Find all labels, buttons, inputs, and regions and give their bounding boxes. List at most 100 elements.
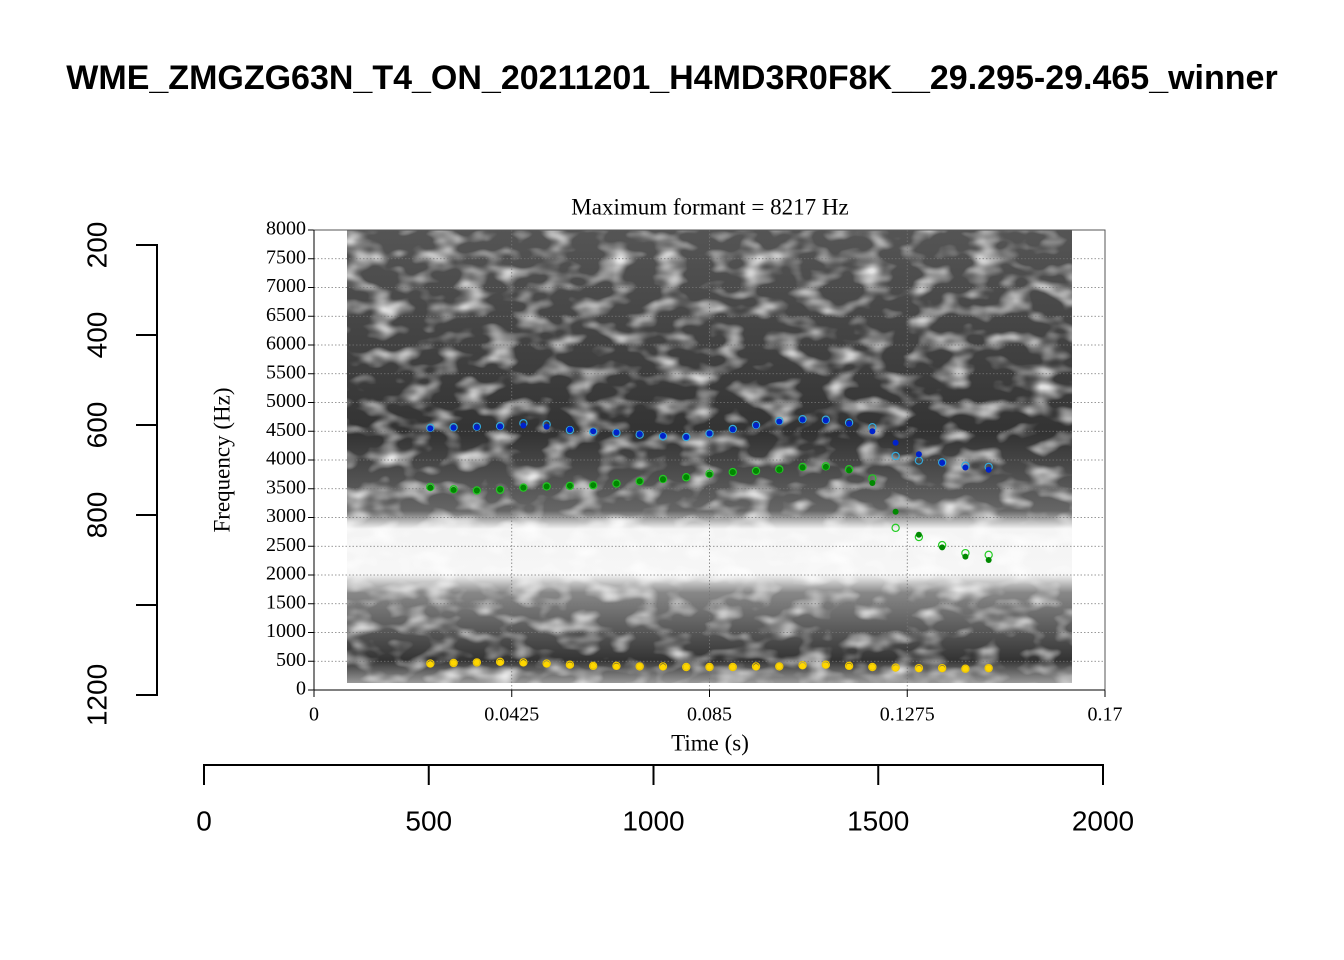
formant-point — [636, 663, 643, 670]
formant-point — [426, 482, 435, 492]
formant-point — [705, 469, 714, 478]
formant-point — [682, 473, 691, 482]
y-tick-label: 1200 — [81, 664, 112, 726]
formant-point — [728, 662, 737, 672]
formant-point — [659, 476, 666, 483]
formant-point — [937, 663, 947, 673]
formant-point — [449, 485, 458, 494]
formant-point — [729, 664, 736, 670]
formant-point — [542, 659, 551, 668]
y-tick-label: 400 — [81, 312, 112, 359]
formant-point — [613, 663, 620, 670]
formant-point — [822, 417, 829, 424]
y-tick-label: 6000 — [266, 333, 306, 355]
formant-point — [590, 662, 597, 669]
formant-point — [798, 414, 807, 424]
formant-point — [659, 664, 666, 670]
formant-point — [705, 429, 714, 438]
formant-point — [891, 523, 900, 533]
formant-point — [543, 661, 550, 668]
formant-point — [775, 465, 784, 474]
formant-point — [427, 425, 434, 432]
formant-point — [821, 462, 831, 471]
formant-point — [520, 422, 527, 429]
formant-point — [891, 663, 900, 672]
formant-point — [962, 464, 969, 471]
formant-point — [472, 422, 482, 431]
formant-point — [612, 428, 621, 438]
formant-point — [706, 664, 713, 670]
formant-point — [799, 662, 806, 669]
formant-point — [846, 467, 853, 474]
formant-point — [798, 661, 807, 670]
y-tick-label: 0 — [296, 678, 306, 700]
x-tick-label: 0.0425 — [484, 704, 539, 726]
formant-point — [939, 544, 946, 551]
formant-point — [472, 486, 482, 495]
formant-point — [798, 462, 807, 472]
formant-point — [846, 420, 853, 427]
formant-point — [682, 662, 691, 672]
formant-point — [590, 482, 597, 489]
formant-point — [473, 659, 480, 666]
formant-point — [566, 426, 573, 433]
formant-point — [868, 662, 877, 672]
y-tick-label: 7000 — [266, 275, 306, 297]
formant-point — [751, 662, 761, 671]
formant-point — [775, 662, 784, 671]
formant-point — [751, 420, 761, 430]
subtitle: Maximum formant = 8217 Hz — [571, 194, 848, 219]
formant-point — [495, 421, 505, 431]
formant-point — [658, 432, 668, 441]
y-tick-label: 2000 — [266, 563, 306, 585]
x-tick-label: 0 — [309, 704, 319, 726]
formant-point — [636, 478, 643, 485]
formant-point — [658, 662, 668, 671]
formant-point — [821, 660, 831, 669]
formant-point — [915, 665, 922, 672]
formant-point — [636, 431, 643, 438]
formant-point — [892, 439, 899, 446]
formant-point — [822, 662, 829, 669]
formant-point — [776, 418, 783, 425]
y-tick-label: 500 — [276, 649, 306, 671]
formant-point — [821, 415, 831, 424]
formant-point — [751, 466, 761, 476]
formant-point — [915, 451, 922, 458]
formant-point — [565, 481, 575, 491]
formant-point — [984, 663, 993, 673]
formant-point — [961, 664, 970, 673]
spectrogram — [347, 230, 1072, 683]
y-tick-label: 800 — [81, 492, 112, 539]
y-axis-label: Frequency (Hz) — [209, 388, 234, 533]
formant-point — [520, 659, 527, 666]
formant-point — [427, 484, 434, 491]
y-tick-label: 1000 — [266, 620, 306, 642]
formant-point — [844, 661, 854, 671]
y-tick-label: 200 — [81, 222, 112, 269]
y-tick-label: 6500 — [266, 304, 306, 326]
formant-point — [495, 657, 505, 667]
x-axis-label: Time (s) — [671, 730, 749, 755]
y-tick-label: 5000 — [266, 390, 306, 412]
formant-point — [426, 659, 435, 668]
x-tick-label: 1500 — [847, 805, 909, 836]
y-tick-label: 3000 — [266, 505, 306, 527]
formant-point — [683, 434, 690, 440]
formant-point — [962, 665, 969, 672]
formant-point — [588, 427, 598, 437]
formant-point — [776, 663, 783, 670]
formant-point — [542, 482, 551, 491]
x-tick-label: 0.085 — [687, 704, 732, 726]
formant-point — [519, 658, 528, 667]
formant-point — [613, 480, 620, 487]
formant-point — [520, 484, 527, 491]
formant-point — [705, 662, 714, 672]
formant-point — [728, 467, 737, 477]
formant-point — [753, 422, 760, 429]
x-tick-label: 0.17 — [1088, 704, 1123, 726]
formant-point — [659, 432, 666, 439]
formant-point — [635, 477, 644, 486]
formant-point — [495, 485, 505, 495]
